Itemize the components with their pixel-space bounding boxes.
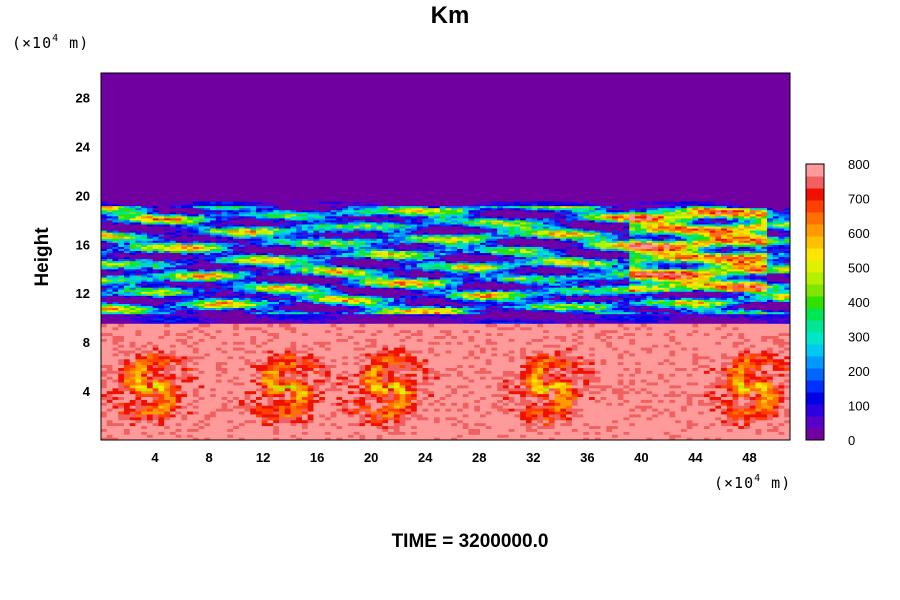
field-upper-region (101, 73, 790, 202)
